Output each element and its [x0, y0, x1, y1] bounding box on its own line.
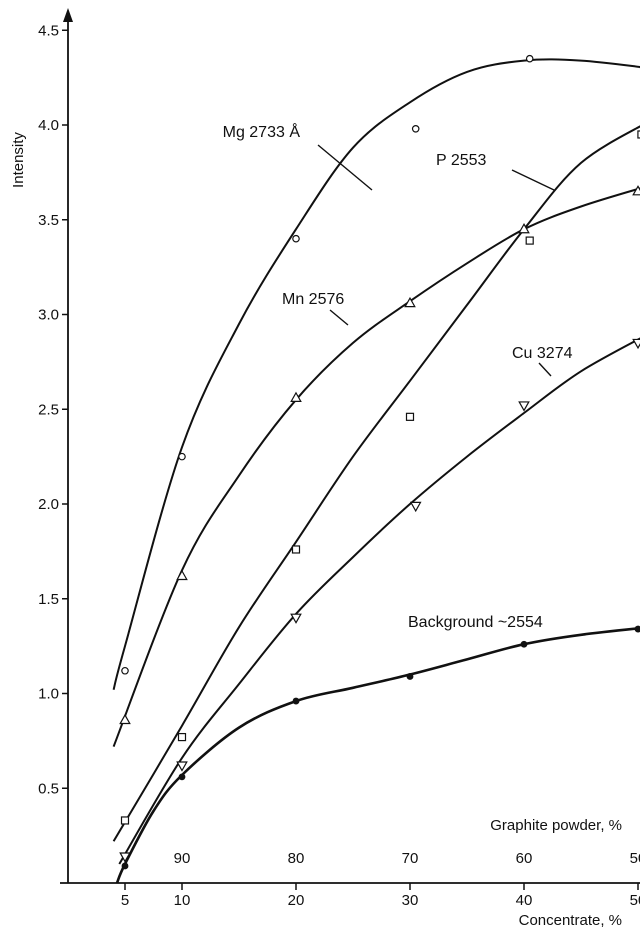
data-point-background-2554-4: [520, 640, 528, 648]
data-point-mg-2733-3: [411, 124, 420, 133]
axes: [60, 8, 640, 884]
series-labels: Mg 2733 Å P 2553 Mn 2576 Cu 3274 Backgro…: [223, 122, 573, 631]
y-tick-label-2: 1.5: [38, 591, 59, 608]
series-label-mg: Mg 2733 Å: [223, 122, 301, 141]
data-point-cu-3274-1: [176, 761, 188, 772]
data-point-background-2554-3: [406, 673, 414, 680]
data-point-cu-3274-5: [632, 338, 640, 350]
data-point-mg-2733-2: [292, 234, 300, 243]
secondary-x-tick-label-2: 70: [402, 850, 419, 867]
data-point-mn-2576-1: [176, 569, 188, 581]
y-tick-label-6: 3.5: [38, 212, 59, 229]
x-tick-label-2: 20: [288, 892, 305, 909]
x-tick-label-1: 10: [174, 892, 191, 909]
x-tick-label-0: 5: [121, 892, 129, 909]
tick-marks: [62, 29, 639, 890]
leader-line-mn: [329, 309, 349, 326]
series-label-p: P 2553: [436, 152, 487, 169]
secondary-x-tick-label-1: 80: [288, 850, 305, 867]
secondary-x-axis-title: Graphite powder, %: [490, 817, 622, 834]
data-point-p-2553-3: [405, 412, 415, 421]
data-point-background-2554-5: [634, 625, 640, 633]
data-point-mn-2576-0: [119, 713, 131, 725]
data-point-mn-2576-2: [290, 391, 302, 402]
y-axis-arrow-icon: [63, 8, 73, 22]
y-tick-label-3: 2.0: [38, 496, 59, 513]
y-tick-label-4: 2.5: [38, 401, 59, 418]
data-point-p-2553-4: [525, 236, 534, 245]
x-tick-label-3: 30: [402, 892, 419, 909]
x-axis-title: Concentrate, %: [519, 912, 622, 929]
data-point-mg-2733-4: [525, 54, 534, 63]
data-point-background-2554-1: [178, 773, 186, 781]
x-tick-label-4: 40: [516, 892, 533, 909]
y-tick-label-5: 3.0: [38, 307, 59, 324]
data-point-mg-2733-1: [178, 452, 186, 461]
data-point-background-2554-0: [121, 862, 129, 870]
data-point-p-2553-5: [637, 130, 640, 139]
data-point-mn-2576-5: [632, 185, 640, 196]
y-axis-title: Intensity: [10, 132, 27, 188]
data-point-p-2553-1: [177, 732, 187, 742]
series-label-mn: Mn 2576: [282, 291, 344, 308]
leader-line-p: [511, 169, 555, 191]
series-line-p-2553: [112, 125, 640, 842]
y-tick-label-0: 0.5: [38, 780, 59, 797]
secondary-x-tick-label-0: 90: [174, 850, 191, 867]
leader-line-cu: [538, 362, 552, 377]
series-label-cu: Cu 3274: [512, 345, 573, 362]
series-label-background: Background ~2554: [408, 614, 543, 631]
data-point-cu-3274-2: [290, 613, 302, 624]
series-line-background-2554: [115, 626, 640, 884]
secondary-x-tick-label-4: 50: [630, 850, 640, 867]
x-tick-label-5: 50: [630, 892, 640, 909]
data-point-cu-3274-4: [518, 401, 530, 412]
data-point-background-2554-2: [292, 697, 300, 705]
data-point-p-2553-0: [120, 816, 130, 825]
series-markers: [119, 54, 640, 870]
data-point-cu-3274-0: [119, 852, 131, 863]
data-point-p-2553-2: [291, 545, 301, 554]
series-line-mn-2576: [112, 187, 640, 747]
series-line-cu-3274: [118, 337, 640, 865]
data-point-mn-2576-4: [518, 223, 530, 234]
secondary-x-tick-label-3: 60: [516, 850, 533, 867]
series-curves: [112, 58, 640, 884]
data-point-cu-3274-3: [409, 501, 422, 513]
y-tick-label-7: 4.0: [38, 117, 59, 134]
tick-labels: 0.5 1.0 1.5 2.0 2.5 3.0 3.5 4.0 4.5 5 10 20 30 40 50 90…: [38, 22, 640, 909]
leader-line-mg: [317, 144, 373, 191]
y-tick-label-1: 1.0: [38, 686, 59, 703]
series-line-mg-2733: [112, 58, 640, 690]
data-point-mn-2576-3: [404, 296, 416, 308]
y-tick-label-8: 4.5: [38, 22, 59, 39]
data-point-mg-2733-0: [121, 666, 129, 675]
